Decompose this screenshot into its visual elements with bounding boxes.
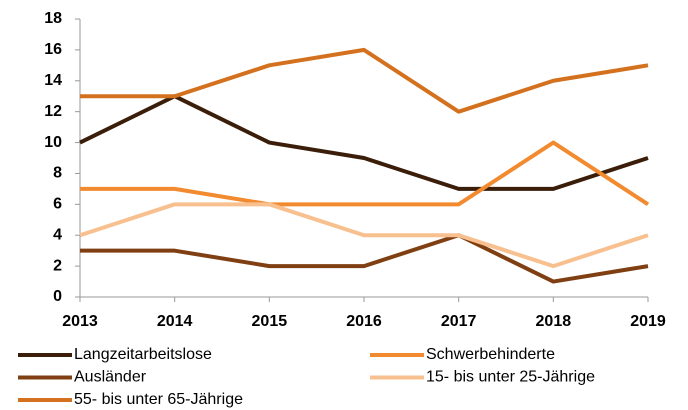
y-tick-label: 4 <box>53 226 62 243</box>
y-tick-label: 2 <box>53 257 62 274</box>
series-line <box>80 140 650 207</box>
x-tick-label: 2014 <box>157 313 193 330</box>
x-tick-label: 2017 <box>441 313 477 330</box>
legend-label: Langzeitarbeitslose <box>74 346 212 363</box>
y-tick-label: 12 <box>44 103 62 120</box>
y-tick-label: 10 <box>44 134 62 151</box>
x-tick-label: 2016 <box>346 313 382 330</box>
series-line <box>79 202 649 269</box>
series-line <box>79 94 649 191</box>
series-line <box>80 233 649 284</box>
y-tick-label: 18 <box>44 10 62 27</box>
x-tick-label: 2019 <box>630 313 666 330</box>
series-line <box>80 47 649 114</box>
y-tick-label: 0 <box>53 288 62 305</box>
y-tick-label: 14 <box>44 72 62 89</box>
legend-label: Schwerbehinderte <box>426 346 555 363</box>
legend-label: Ausländer <box>74 369 147 386</box>
x-tick-label: 2018 <box>536 313 572 330</box>
y-tick-label: 8 <box>53 165 62 182</box>
y-tick-label: 6 <box>53 196 62 213</box>
legend-label: 55- bis unter 65-Jährige <box>74 391 243 408</box>
legend-label: 15- bis unter 25-Jährige <box>426 369 595 386</box>
x-tick-label: 2015 <box>252 313 288 330</box>
x-tick-label: 2013 <box>62 313 98 330</box>
y-tick-label: 16 <box>44 41 62 58</box>
